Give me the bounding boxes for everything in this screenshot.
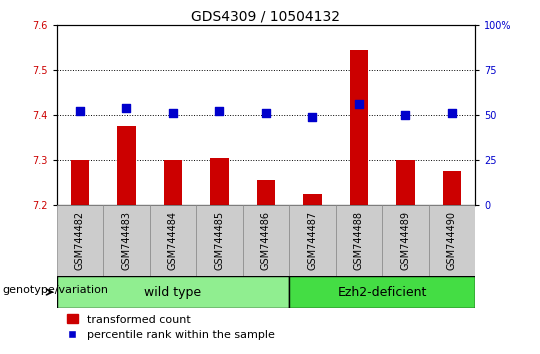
Bar [117, 126, 136, 205]
Bar [382, 205, 429, 276]
Text: GSM744486: GSM744486 [261, 211, 271, 270]
Bar [164, 160, 182, 205]
Bar [429, 205, 475, 276]
Bar [303, 194, 322, 205]
Bar [210, 158, 229, 205]
Bar [57, 205, 103, 276]
Bar [196, 205, 242, 276]
Bar [57, 276, 289, 308]
Legend: transformed count, percentile rank within the sample: transformed count, percentile rank withi… [62, 310, 279, 345]
Bar [103, 205, 150, 276]
Point [355, 101, 363, 107]
Title: GDS4309 / 10504132: GDS4309 / 10504132 [192, 10, 340, 24]
Text: Ezh2-deficient: Ezh2-deficient [338, 286, 427, 298]
Bar [71, 160, 89, 205]
Bar [242, 205, 289, 276]
Bar [289, 276, 475, 308]
Bar [150, 205, 196, 276]
Bar [256, 181, 275, 205]
Text: wild type: wild type [144, 286, 201, 298]
Point [448, 110, 456, 116]
Point [401, 112, 410, 118]
Text: GSM744488: GSM744488 [354, 211, 364, 270]
Bar [443, 171, 461, 205]
Text: GSM744484: GSM744484 [168, 211, 178, 270]
Text: GSM744487: GSM744487 [307, 211, 318, 270]
Text: genotype/variation: genotype/variation [3, 285, 109, 296]
Bar [336, 205, 382, 276]
Point [168, 110, 177, 116]
Text: GSM744482: GSM744482 [75, 211, 85, 270]
Point [76, 109, 84, 114]
Bar [350, 50, 368, 205]
Point [122, 105, 131, 111]
Bar [396, 160, 415, 205]
Point [261, 110, 270, 116]
Text: GSM744490: GSM744490 [447, 211, 457, 270]
Point [215, 109, 224, 114]
Bar [289, 205, 336, 276]
Text: GSM744485: GSM744485 [214, 211, 225, 270]
Text: GSM744483: GSM744483 [122, 211, 131, 270]
Point [308, 114, 317, 120]
Text: GSM744489: GSM744489 [401, 211, 410, 270]
